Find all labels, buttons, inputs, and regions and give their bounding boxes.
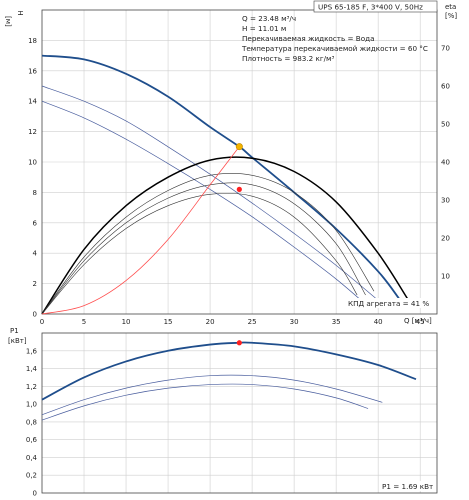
y-tick-label: 0 — [33, 311, 37, 319]
x-tick-label: 10 — [122, 318, 131, 326]
y2-tick-label: 40 — [441, 159, 450, 167]
bottom-markers — [236, 340, 242, 346]
info-flow: Q = 23.48 м³/ч — [242, 14, 296, 23]
p1-tick-label: 0,2 — [26, 472, 37, 480]
series-efficiency-curve-thin-4 — [41, 172, 375, 315]
info-head: H = 11.01 м — [242, 24, 286, 33]
y-tick-label: 18 — [28, 37, 37, 45]
y-tick-label: 2 — [33, 280, 37, 288]
x-tick-label: 45 — [416, 318, 425, 326]
power-series-aux-curve-1 — [41, 374, 383, 416]
p1-tick-label: 0,8 — [26, 418, 37, 426]
p1-tick-label: 0 — [33, 490, 37, 498]
p1-tick-label: 1,4 — [26, 365, 38, 373]
p1-tick-label: 1,6 — [26, 347, 38, 355]
x-tick-label: 5 — [82, 318, 86, 326]
y2-tick-label: 10 — [441, 273, 450, 281]
y2-tick-label: 20 — [441, 235, 450, 243]
power-annotation: P1 = 1.69 кВт — [382, 482, 433, 491]
y2-axis-name: eta — [445, 3, 456, 11]
x-tick-label: 0 — [40, 318, 44, 326]
p1-tick-label: 1,2 — [26, 383, 37, 391]
info-liquid: Перекачиваемая жидкость = Вода — [242, 34, 375, 43]
y-tick-label: 4 — [33, 250, 38, 258]
duty-point-marker — [235, 143, 243, 151]
p1-axis-name: P1 — [10, 327, 19, 335]
y-tick-label: 8 — [33, 189, 37, 197]
power-series-aux-curve-2 — [41, 383, 369, 421]
chart-title: UPS 65-185 F, 3*400 V, 50Hz — [318, 3, 423, 12]
power-operating-marker — [236, 340, 242, 346]
series-aux-curve-2 — [41, 100, 369, 307]
y2-tick-label: 70 — [441, 45, 450, 53]
x-tick-label: 35 — [332, 318, 341, 326]
y-tick-label: 12 — [28, 128, 37, 136]
p1-tick-label: 0,6 — [26, 436, 38, 444]
efficiency-annotation-box — [346, 298, 430, 308]
efficiency-annotation: КПД агрегата = 41 % — [348, 299, 429, 308]
series-efficiency-curve-thin-6 — [41, 192, 358, 315]
y2-tick-label: 60 — [441, 83, 450, 91]
y-axis-name: H — [16, 10, 24, 15]
x-tick-label: 20 — [206, 318, 215, 326]
bottom-plot-frame — [41, 332, 438, 494]
x-tick-label: 40 — [374, 318, 383, 326]
x-tick-label: 25 — [248, 318, 257, 326]
p1-tick-label: 0,4 — [26, 454, 38, 462]
p1-tick-label: 1,0 — [26, 401, 37, 409]
top-plot-frame — [41, 9, 438, 315]
top-markers — [235, 143, 243, 192]
x-tick-label: 30 — [290, 318, 299, 326]
info-temperature: Температура перекачиваемой жидкости = 60… — [241, 44, 428, 53]
series-aux-curve-1 — [41, 85, 379, 301]
y-tick-label: 10 — [28, 159, 37, 167]
y2-tick-label: 50 — [441, 121, 450, 129]
top-tick-labels: 0 5 10 15 20 25 30 35 40 45 0 2 4 6 8 10 12 14 16 18 10 20 30 4… — [28, 37, 450, 326]
y-tick-label: 16 — [28, 67, 37, 75]
y-tick-label: 14 — [28, 98, 37, 106]
bottom-grid — [42, 333, 437, 493]
y2-axis-unit: [%] — [445, 12, 457, 20]
operating-marker — [236, 186, 242, 192]
p1-axis-unit: [кВт] — [8, 337, 27, 345]
y-axis-unit: [м] — [4, 16, 12, 27]
y2-tick-label: 30 — [441, 197, 450, 205]
bottom-tick-labels: 0 0,2 0,4 0,6 0,8 1,0 1,2 1,4 1,6 — [26, 347, 38, 497]
chart-title-box — [313, 0, 438, 13]
info-density: Плотность = 983.2 кг/м³ — [242, 54, 334, 63]
x-tick-label: 15 — [164, 318, 173, 326]
power-annotation-box — [380, 481, 432, 491]
x-axis-label: Q [м³/ч] — [404, 317, 432, 325]
y-tick-label: 6 — [33, 219, 38, 227]
series-system-curve-7 — [41, 146, 240, 315]
